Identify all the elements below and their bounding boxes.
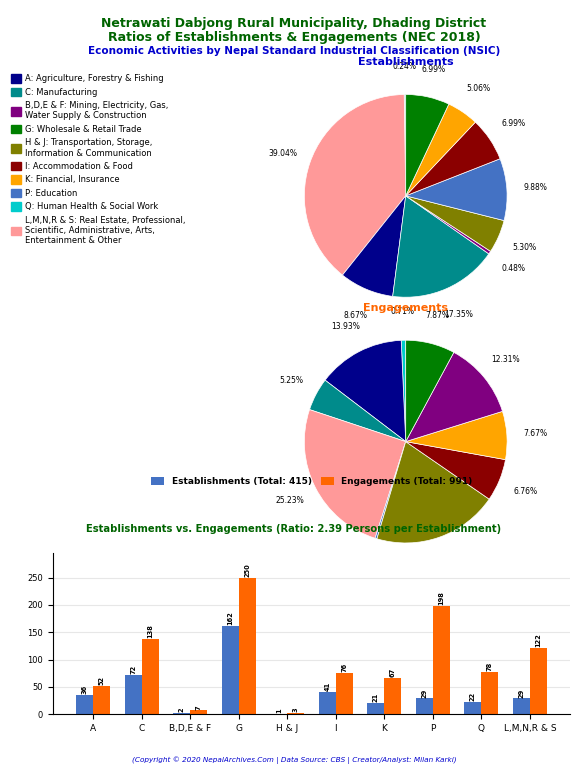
Text: 29: 29 [519,688,524,697]
Text: 122: 122 [535,633,542,647]
Wedge shape [305,409,406,538]
Wedge shape [406,104,475,196]
Text: 22: 22 [470,692,476,701]
Bar [76,694,93,714]
Bar [416,698,433,714]
Wedge shape [401,340,406,442]
Text: 72: 72 [131,665,136,674]
Text: Economic Activities by Nepal Standard Industrial Classification (NSIC): Economic Activities by Nepal Standard In… [88,46,500,56]
Text: 7.87%: 7.87% [426,311,449,320]
Text: Establishments vs. Engagements (Ratio: 2.39 Persons per Establishment): Establishments vs. Engagements (Ratio: 2… [86,524,502,534]
Bar [173,713,191,714]
Bar [93,686,111,714]
Text: 7.67%: 7.67% [523,429,547,438]
Text: 36: 36 [82,684,88,694]
Wedge shape [375,442,406,539]
Text: 67: 67 [390,667,396,677]
Bar [191,710,208,714]
Bar [288,713,305,714]
Text: 76: 76 [342,663,348,672]
Text: 13.93%: 13.93% [331,322,360,331]
Text: 250: 250 [245,563,250,577]
Bar [513,698,530,714]
Text: 52: 52 [99,676,105,685]
Wedge shape [406,353,503,442]
Wedge shape [309,380,406,442]
Text: 0.71%: 0.71% [391,307,415,316]
Text: 78: 78 [487,661,493,670]
Text: 17.35%: 17.35% [444,310,473,319]
Bar [385,677,402,714]
Text: 21: 21 [373,693,379,702]
Text: Netrawati Dabjong Rural Municipality, Dhading District: Netrawati Dabjong Rural Municipality, Dh… [102,17,486,30]
Text: 8.67%: 8.67% [343,311,367,319]
Text: 0.24%: 0.24% [393,61,417,71]
Text: 198: 198 [439,591,445,605]
Wedge shape [377,442,489,543]
Text: 3: 3 [293,707,299,712]
Legend: A: Agriculture, Forestry & Fishing, C: Manufacturing, B,D,E & F: Mining, Electri: A: Agriculture, Forestry & Fishing, C: M… [10,73,186,246]
Legend: Establishments (Total: 415), Engagements (Total: 991): Establishments (Total: 415), Engagements… [147,474,476,490]
Bar [125,675,142,714]
Bar [530,647,547,714]
Text: 2: 2 [179,707,185,713]
Title: Establishments: Establishments [358,57,453,67]
Bar [482,671,499,714]
Text: 25.23%: 25.23% [276,496,305,505]
Text: 6.76%: 6.76% [513,487,538,495]
Bar [433,606,450,714]
Text: (Copyright © 2020 NepalArchives.Com | Data Source: CBS | Creator/Analyst: Milan : (Copyright © 2020 NepalArchives.Com | Da… [132,756,456,764]
Text: Ratios of Establishments & Engagements (NEC 2018): Ratios of Establishments & Engagements (… [108,31,480,44]
Text: 5.25%: 5.25% [279,376,303,386]
Text: 12.31%: 12.31% [492,355,520,363]
Text: 5.30%: 5.30% [513,243,537,253]
Bar [319,692,336,714]
Text: 6.99%: 6.99% [501,119,525,127]
Wedge shape [406,122,500,196]
Wedge shape [406,94,449,196]
Text: 0.48%: 0.48% [501,264,525,273]
Wedge shape [406,412,507,459]
Text: 1: 1 [276,708,282,713]
Bar [239,578,256,714]
Text: 138: 138 [148,624,153,638]
Wedge shape [404,94,406,196]
Text: 0.30%: 0.30% [356,561,380,570]
Bar [465,702,482,714]
Text: 39.04%: 39.04% [269,150,298,158]
Bar [222,626,239,714]
Wedge shape [406,340,454,442]
Bar [368,703,385,714]
Text: 7: 7 [196,705,202,710]
Wedge shape [342,196,406,296]
Wedge shape [406,196,490,254]
Wedge shape [325,340,406,442]
Wedge shape [406,196,504,251]
Text: 162: 162 [228,611,233,625]
Title: Engagements: Engagements [363,303,448,313]
Text: 41: 41 [325,682,330,691]
Wedge shape [406,159,507,220]
Text: 19.98%: 19.98% [435,559,463,568]
Bar [142,639,159,714]
Bar [336,673,353,714]
Text: 9.88%: 9.88% [523,183,547,192]
Text: 6.99%: 6.99% [422,65,446,74]
Wedge shape [393,196,489,297]
Wedge shape [406,442,506,499]
Wedge shape [305,94,406,275]
Text: 5.06%: 5.06% [467,84,491,93]
Text: 29: 29 [422,688,427,697]
